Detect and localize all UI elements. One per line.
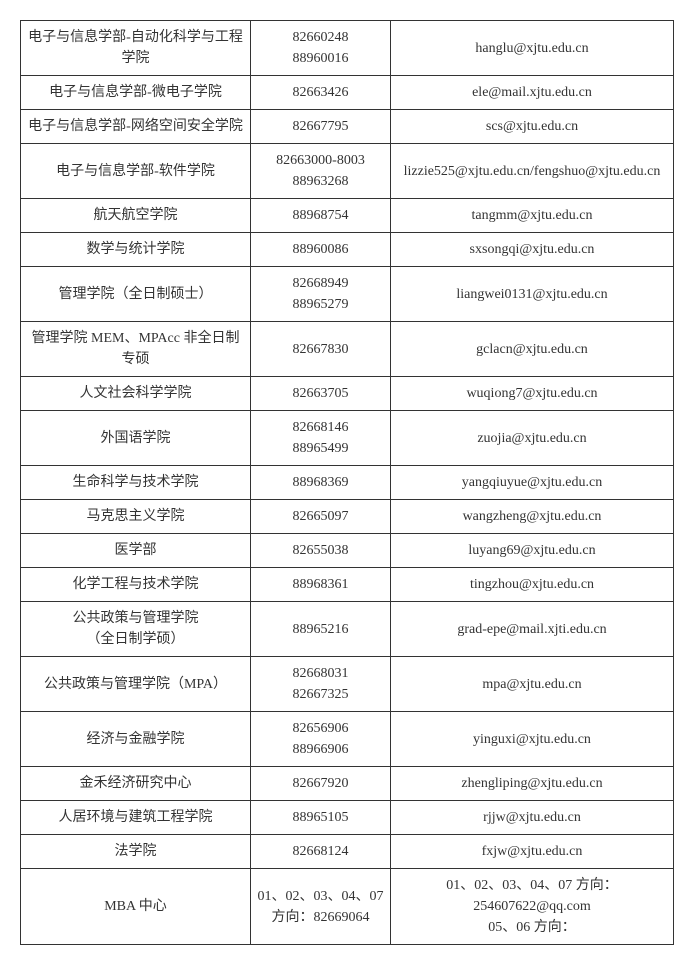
table-row: 电子与信息学部-网络空间安全学院 82667795 scs@xjtu.edu.c… (21, 110, 674, 144)
dept-cell: 生命科学与技术学院 (21, 466, 251, 500)
email-cell: gclacn@xjtu.edu.cn (391, 322, 674, 377)
email-cell: yangqiuyue@xjtu.edu.cn (391, 466, 674, 500)
dept-cell: MBA 中心 (21, 869, 251, 945)
email-cell: hanglu@xjtu.edu.cn (391, 21, 674, 76)
phone-cell: 82668949 88965279 (251, 267, 391, 322)
dept-cell: 金禾经济研究中心 (21, 767, 251, 801)
table-row: 管理学院（全日制硕士） 82668949 88965279 liangwei01… (21, 267, 674, 322)
email-cell: scs@xjtu.edu.cn (391, 110, 674, 144)
dept-cell: 电子与信息学部-自动化科学与工程学院 (21, 21, 251, 76)
phone-cell: 01、02、03、04、07 方向：82669064 (251, 869, 391, 945)
table-row: 医学部 82655038 luyang69@xjtu.edu.cn (21, 534, 674, 568)
table-row: 经济与金融学院 82656906 88966906 yinguxi@xjtu.e… (21, 712, 674, 767)
dept-cell: 法学院 (21, 835, 251, 869)
email-cell: 01、02、03、04、07 方向：254607622@qq.com 05、06… (391, 869, 674, 945)
phone-cell: 82667920 (251, 767, 391, 801)
dept-cell: 电子与信息学部-软件学院 (21, 144, 251, 199)
email-cell: sxsongqi@xjtu.edu.cn (391, 233, 674, 267)
dept-cell: 经济与金融学院 (21, 712, 251, 767)
dept-cell: 医学部 (21, 534, 251, 568)
phone-cell: 82663426 (251, 76, 391, 110)
email-cell: mpa@xjtu.edu.cn (391, 657, 674, 712)
table-row: MBA 中心 01、02、03、04、07 方向：82669064 01、02、… (21, 869, 674, 945)
email-cell: tingzhou@xjtu.edu.cn (391, 568, 674, 602)
phone-cell: 82660248 88960016 (251, 21, 391, 76)
phone-cell: 88968369 (251, 466, 391, 500)
phone-cell: 82665097 (251, 500, 391, 534)
dept-cell: 数学与统计学院 (21, 233, 251, 267)
email-cell: yinguxi@xjtu.edu.cn (391, 712, 674, 767)
phone-cell: 82667830 (251, 322, 391, 377)
table-row: 公共政策与管理学院（MPA） 82668031 82667325 mpa@xjt… (21, 657, 674, 712)
dept-cell: 电子与信息学部-微电子学院 (21, 76, 251, 110)
dept-cell: 公共政策与管理学院 （全日制学硕） (21, 602, 251, 657)
dept-cell: 航天航空学院 (21, 199, 251, 233)
dept-cell: 管理学院 MEM、MPAcc 非全日制专硕 (21, 322, 251, 377)
table-body: 电子与信息学部-自动化科学与工程学院 82660248 88960016 han… (21, 21, 674, 945)
table-row: 管理学院 MEM、MPAcc 非全日制专硕 82667830 gclacn@xj… (21, 322, 674, 377)
phone-cell: 82655038 (251, 534, 391, 568)
phone-cell: 82663000-8003 88963268 (251, 144, 391, 199)
table-row: 数学与统计学院 88960086 sxsongqi@xjtu.edu.cn (21, 233, 674, 267)
phone-cell: 88965105 (251, 801, 391, 835)
table-row: 马克思主义学院 82665097 wangzheng@xjtu.edu.cn (21, 500, 674, 534)
table-row: 航天航空学院 88968754 tangmm@xjtu.edu.cn (21, 199, 674, 233)
phone-cell: 82668146 88965499 (251, 411, 391, 466)
email-cell: lizzie525@xjtu.edu.cn/fengshuo@xjtu.edu.… (391, 144, 674, 199)
phone-cell: 88968361 (251, 568, 391, 602)
email-cell: ele@mail.xjtu.edu.cn (391, 76, 674, 110)
email-cell: zhengliping@xjtu.edu.cn (391, 767, 674, 801)
email-cell: zuojia@xjtu.edu.cn (391, 411, 674, 466)
table-row: 人文社会科学学院 82663705 wuqiong7@xjtu.edu.cn (21, 377, 674, 411)
table-row: 金禾经济研究中心 82667920 zhengliping@xjtu.edu.c… (21, 767, 674, 801)
table-row: 法学院 82668124 fxjw@xjtu.edu.cn (21, 835, 674, 869)
phone-cell: 82656906 88966906 (251, 712, 391, 767)
table-row: 电子与信息学部-软件学院 82663000-8003 88963268 lizz… (21, 144, 674, 199)
email-cell: liangwei0131@xjtu.edu.cn (391, 267, 674, 322)
dept-cell: 化学工程与技术学院 (21, 568, 251, 602)
dept-cell: 外国语学院 (21, 411, 251, 466)
table-row: 外国语学院 82668146 88965499 zuojia@xjtu.edu.… (21, 411, 674, 466)
table-row: 化学工程与技术学院 88968361 tingzhou@xjtu.edu.cn (21, 568, 674, 602)
email-cell: tangmm@xjtu.edu.cn (391, 199, 674, 233)
email-cell: wangzheng@xjtu.edu.cn (391, 500, 674, 534)
phone-cell: 82667795 (251, 110, 391, 144)
table-row: 电子与信息学部-微电子学院 82663426 ele@mail.xjtu.edu… (21, 76, 674, 110)
email-cell: luyang69@xjtu.edu.cn (391, 534, 674, 568)
dept-cell: 人文社会科学学院 (21, 377, 251, 411)
phone-cell: 82668031 82667325 (251, 657, 391, 712)
phone-cell: 82668124 (251, 835, 391, 869)
dept-cell: 管理学院（全日制硕士） (21, 267, 251, 322)
email-cell: grad-epe@mail.xjti.edu.cn (391, 602, 674, 657)
dept-cell: 公共政策与管理学院（MPA） (21, 657, 251, 712)
dept-cell: 电子与信息学部-网络空间安全学院 (21, 110, 251, 144)
email-cell: fxjw@xjtu.edu.cn (391, 835, 674, 869)
email-cell: rjjw@xjtu.edu.cn (391, 801, 674, 835)
contact-table: 电子与信息学部-自动化科学与工程学院 82660248 88960016 han… (20, 20, 674, 945)
table-row: 人居环境与建筑工程学院 88965105 rjjw@xjtu.edu.cn (21, 801, 674, 835)
table-row: 生命科学与技术学院 88968369 yangqiuyue@xjtu.edu.c… (21, 466, 674, 500)
table-row: 公共政策与管理学院 （全日制学硕） 88965216 grad-epe@mail… (21, 602, 674, 657)
dept-cell: 马克思主义学院 (21, 500, 251, 534)
phone-cell: 88968754 (251, 199, 391, 233)
phone-cell: 82663705 (251, 377, 391, 411)
phone-cell: 88965216 (251, 602, 391, 657)
contact-table-container: 电子与信息学部-自动化科学与工程学院 82660248 88960016 han… (20, 20, 673, 945)
email-cell: wuqiong7@xjtu.edu.cn (391, 377, 674, 411)
phone-cell: 88960086 (251, 233, 391, 267)
dept-cell: 人居环境与建筑工程学院 (21, 801, 251, 835)
table-row: 电子与信息学部-自动化科学与工程学院 82660248 88960016 han… (21, 21, 674, 76)
